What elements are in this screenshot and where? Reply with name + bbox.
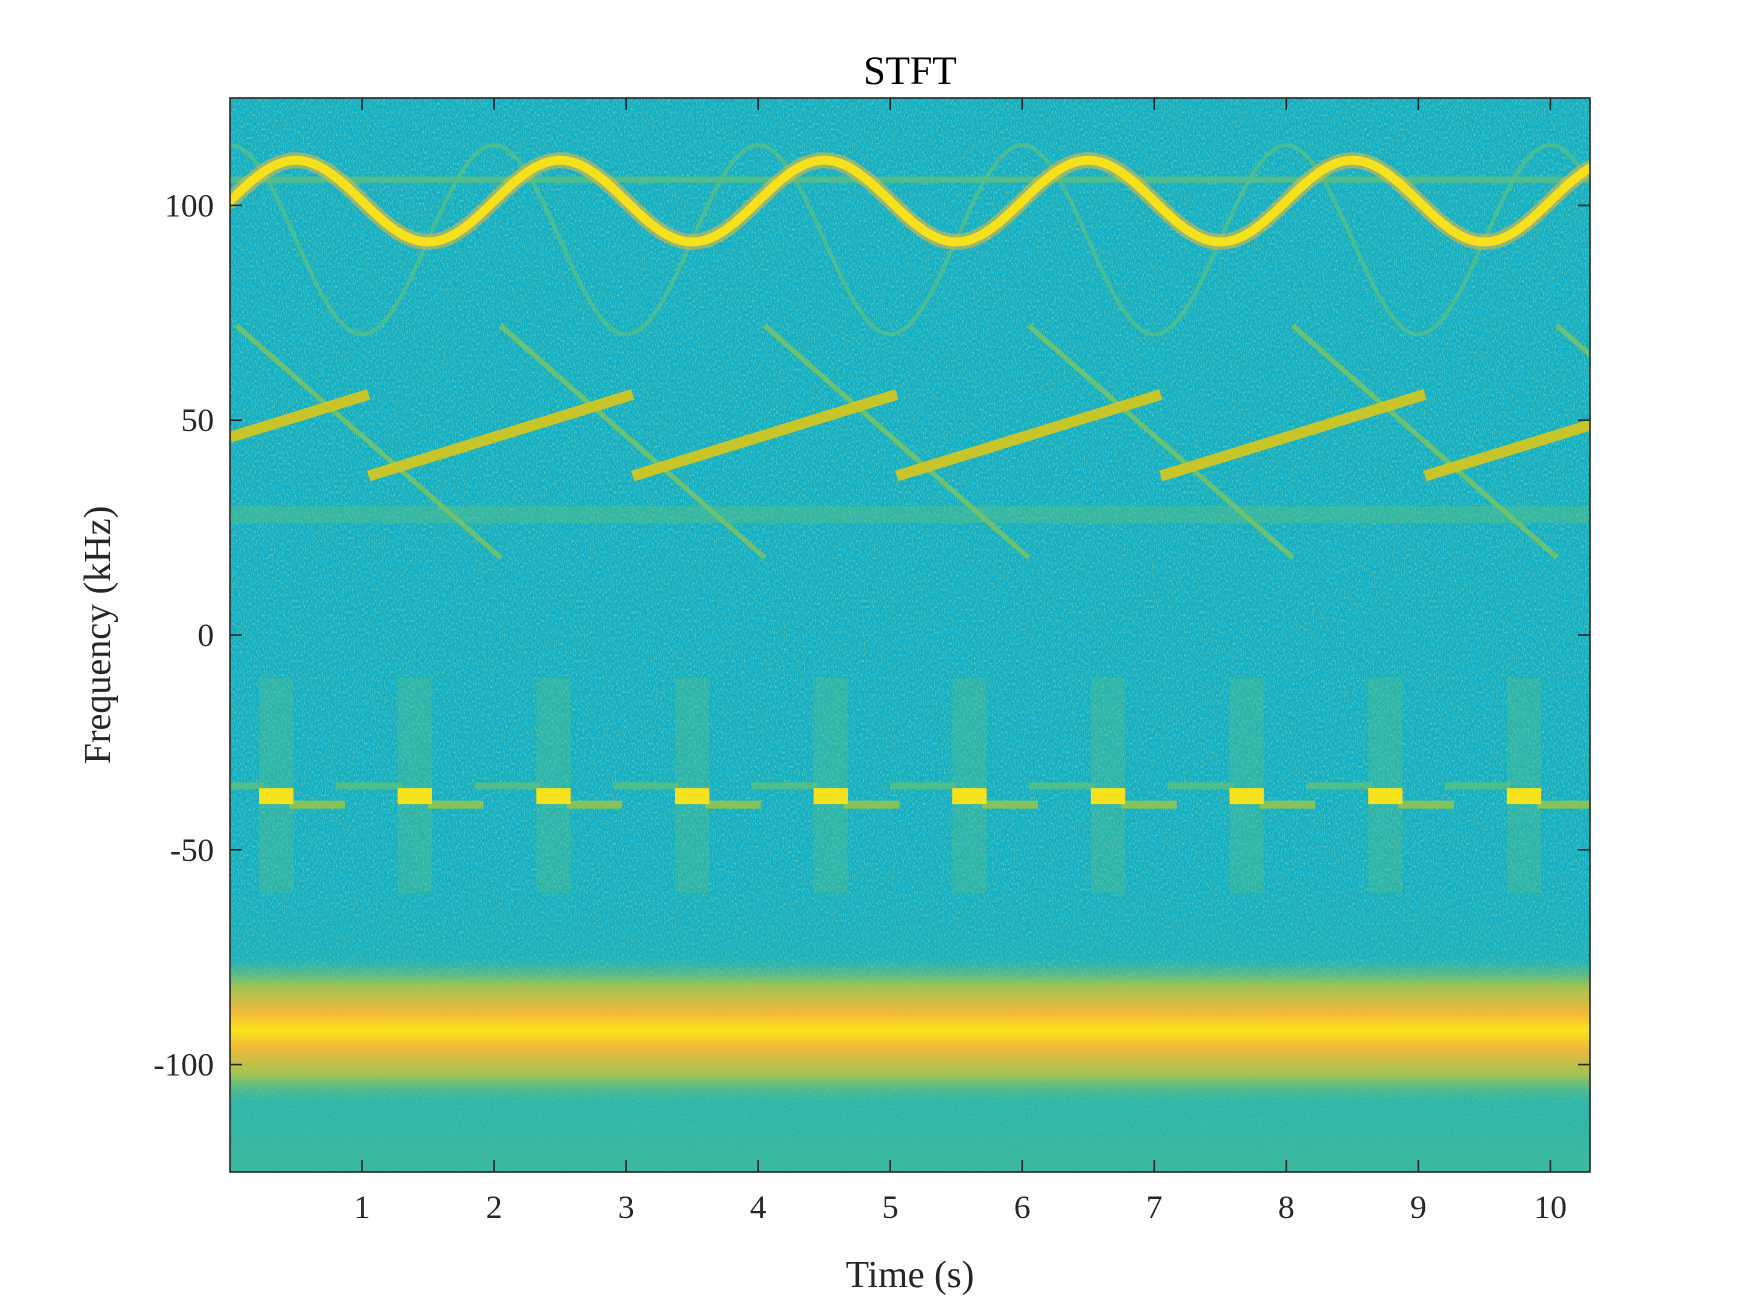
x-tick-label: 8 (1278, 1190, 1295, 1226)
pulse-spread (1090, 677, 1126, 893)
up-chirp-segment (367, 389, 635, 482)
up-chirp-segment (1423, 419, 1590, 482)
pulse-burst (397, 788, 433, 805)
pulse-spread (1368, 677, 1403, 893)
axis-ticks: 1 2 3 4 5 6 7 8 9 10 100 50 0 -50 -100 (154, 98, 1590, 1226)
pulse-left-tone (230, 782, 264, 790)
pulse-spread (1506, 677, 1542, 893)
pulse-spread (397, 677, 433, 893)
pulse-spread (536, 677, 571, 893)
down-chirp-segment (1555, 323, 1590, 359)
x-tick-label: 10 (1534, 1190, 1567, 1226)
pulse-right-tone (1259, 800, 1316, 809)
x-tick-label: 3 (618, 1190, 635, 1226)
pulse-right-tone (428, 800, 484, 809)
pulse-left-tone (474, 782, 541, 790)
down-chirp-segment (1027, 323, 1295, 560)
pulse-left-tone (335, 782, 402, 790)
x-axis-label: Time (s) (846, 1254, 974, 1296)
y-tick-label: 0 (198, 618, 215, 654)
broadband-noise-band (230, 957, 1590, 1104)
down-chirp-segment (1291, 323, 1559, 560)
pulse-right-tone (1398, 800, 1454, 809)
x-tick-label: 5 (882, 1190, 899, 1226)
pulse-right-tone (843, 800, 900, 809)
pulse-spread (813, 677, 848, 893)
up-chirp-segment (230, 389, 371, 443)
y-axis-label: Frequency (kHz) (77, 506, 119, 765)
down-chirp-segment (234, 323, 503, 560)
pulse-left-tone (890, 782, 957, 790)
y-tick-label: -50 (170, 833, 214, 869)
pulse-left-tone (1167, 782, 1234, 790)
pulse-right-tone (1537, 800, 1590, 809)
pulse-right-tone (705, 800, 761, 809)
up-chirp-segment (631, 389, 899, 482)
pulse-left-tone (1028, 782, 1095, 790)
pulse-burst (259, 788, 294, 805)
pulse-spread (952, 677, 987, 893)
x-tick-label: 6 (1014, 1190, 1031, 1226)
pulse-spread (259, 677, 294, 893)
x-tick-label: 9 (1410, 1190, 1427, 1226)
pulse-burst (1506, 788, 1542, 805)
up-chirp-segment (1616, 476, 1689, 498)
pulse-right-tone (1121, 800, 1177, 809)
x-tick-label: 4 (750, 1190, 767, 1226)
pulse-left-tone (1444, 782, 1511, 790)
sinusoidal-fm-trace (230, 155, 1590, 247)
constant-tone (230, 176, 1590, 183)
up-chirp-segment (895, 389, 1163, 482)
pulse-spread (674, 677, 710, 893)
up-chirp-segment (1159, 389, 1427, 482)
y-tick-label: 50 (181, 403, 214, 439)
pulse-burst (536, 788, 571, 805)
pulse-burst (813, 788, 848, 805)
pulse-left-tone (751, 782, 818, 790)
spectrogram-features (230, 143, 1689, 1104)
y-tick-label: 100 (165, 188, 215, 224)
down-chirp-segment (763, 323, 1031, 560)
x-tick-label: 7 (1146, 1190, 1163, 1226)
down-chirp-segment (499, 323, 767, 560)
horizontal-band (230, 506, 1590, 524)
y-tick-label: -100 (154, 1048, 215, 1084)
pulse-right-tone (982, 800, 1039, 809)
pulse-right-tone (566, 800, 623, 809)
pulse-burst (1368, 788, 1403, 805)
pulse-burst (1229, 788, 1264, 805)
x-tick-label: 1 (354, 1190, 371, 1226)
pulse-burst (1090, 788, 1126, 805)
pulse-burst (674, 788, 710, 805)
pulse-spread (1229, 677, 1264, 893)
pulse-left-tone (1306, 782, 1373, 790)
pulse-left-tone (612, 782, 679, 790)
pulse-right-tone (289, 800, 345, 809)
chart-title: STFT (863, 48, 956, 93)
x-tick-label: 2 (486, 1190, 503, 1226)
pulse-burst (952, 788, 987, 805)
spectrogram-image (230, 98, 1689, 1172)
